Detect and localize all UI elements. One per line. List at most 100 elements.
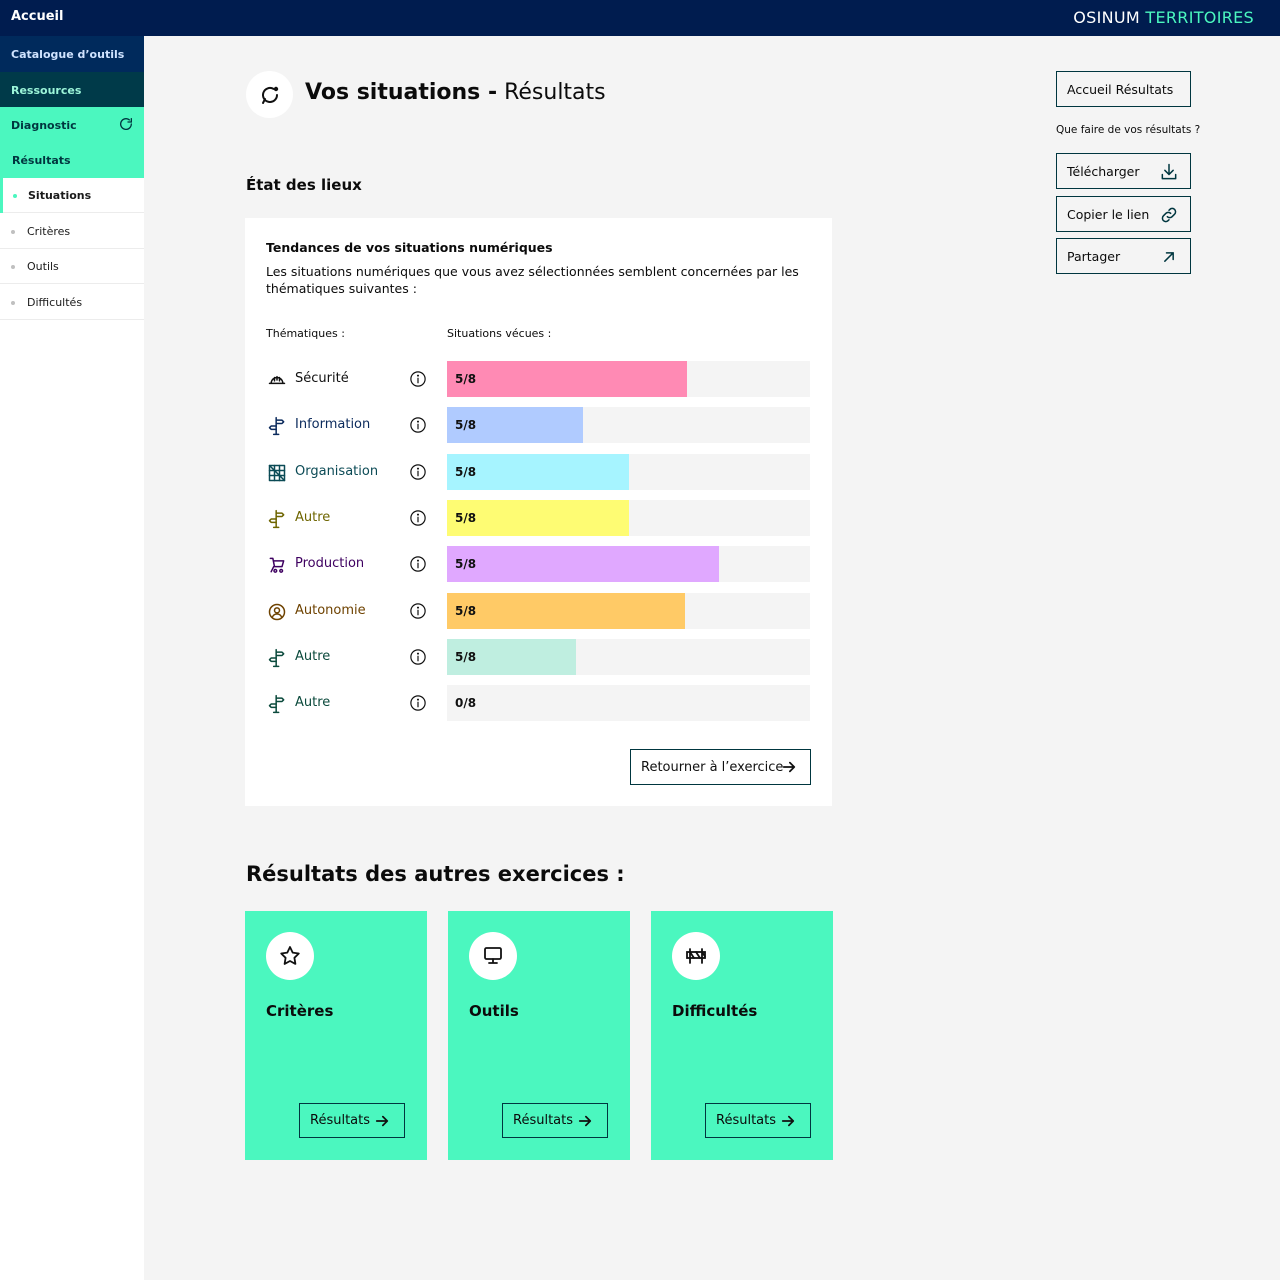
- brand-part2: TERRITOIRES: [1145, 8, 1254, 27]
- bar-value-label: 5/8: [455, 649, 477, 664]
- bar-track: 5/8: [447, 361, 810, 397]
- copy-link-button[interactable]: Copier le lien: [1056, 196, 1191, 232]
- other-results-title: Résultats des autres exercices :: [246, 862, 625, 886]
- info-icon[interactable]: [409, 648, 427, 666]
- results-button-label: Résultats: [716, 1113, 777, 1128]
- user-circle-icon: [268, 603, 286, 620]
- info-icon[interactable]: [409, 416, 427, 434]
- results-button[interactable]: Résultats: [299, 1103, 405, 1138]
- sidebar-subitem-situations[interactable]: Situations: [0, 178, 144, 213]
- result-card-criteres: Critères Résultats: [245, 911, 427, 1160]
- sidebar-item-diagnostic-label: Diagnostic: [11, 118, 77, 132]
- link-icon: [1161, 207, 1177, 223]
- theme-row: Organisation 5/8: [245, 453, 832, 490]
- theme-row: Autonomie 5/8: [245, 592, 832, 629]
- share-button-label: Partager: [1067, 248, 1121, 264]
- download-button[interactable]: Télécharger: [1056, 153, 1191, 189]
- theme-label: Information: [295, 417, 371, 433]
- theme-row: Production 5/8: [245, 546, 832, 583]
- sidebar-item-diagnostic[interactable]: Diagnostic: [0, 107, 144, 143]
- sidebar-subitem-outils[interactable]: Outils: [0, 249, 144, 284]
- sidebar: Catalogue d’outils Ressources Diagnostic…: [0, 36, 144, 1280]
- bar-fill: [447, 453, 629, 490]
- signpost-icon: [268, 648, 285, 667]
- theme-label: Autonomie: [295, 602, 366, 618]
- column-header-situations: Situations vécues :: [447, 327, 552, 340]
- bar-track: 5/8: [447, 546, 810, 583]
- signpost-icon: [268, 695, 285, 714]
- sidebar-item-ressources[interactable]: Ressources: [0, 72, 144, 108]
- arrow-right-icon: [375, 1115, 389, 1127]
- arrow-right-icon: [781, 1115, 795, 1127]
- theme-row: Autre 5/8: [245, 499, 832, 536]
- theme-label: Organisation: [295, 463, 379, 479]
- bullet-icon: [11, 301, 15, 305]
- sidebar-item-resultats[interactable]: Résultats: [0, 142, 144, 178]
- theme-row: Autre 5/8: [245, 638, 832, 675]
- trends-card: Tendances de vos situations numériques L…: [245, 218, 832, 806]
- result-card-label: Difficultés: [672, 1002, 758, 1020]
- info-icon[interactable]: [409, 463, 427, 481]
- result-card-difficultes: Difficultés Résultats: [651, 911, 833, 1160]
- bar-fill: [447, 592, 685, 629]
- refresh-icon[interactable]: [118, 116, 134, 132]
- theme-row: Sécurité 5/8: [245, 361, 832, 397]
- theme-label: Autre: [295, 509, 331, 525]
- bar-value-label: 5/8: [455, 603, 477, 618]
- barrier-icon: [672, 932, 720, 980]
- info-icon[interactable]: [409, 602, 427, 620]
- bar-track: 0/8: [447, 685, 810, 722]
- theme-label: Autre: [295, 648, 331, 664]
- results-button[interactable]: Résultats: [502, 1103, 608, 1138]
- bar-track: 5/8: [447, 453, 810, 490]
- copy-link-button-label: Copier le lien: [1067, 206, 1150, 222]
- sidebar-subitem-difficultes[interactable]: Difficultés: [0, 285, 144, 320]
- bar-track: 5/8: [447, 499, 810, 536]
- theme-label: Production: [295, 556, 365, 572]
- section-title: État des lieux: [246, 176, 362, 194]
- sidebar-item-catalogue[interactable]: Catalogue d’outils: [0, 36, 144, 72]
- info-icon[interactable]: [409, 370, 427, 388]
- bullet-icon: [13, 194, 17, 198]
- results-home-button[interactable]: Accueil Résultats: [1056, 71, 1191, 107]
- bar-fill: [447, 361, 687, 397]
- return-to-exercise-button[interactable]: Retourner à l’exercice: [630, 749, 811, 785]
- results-button[interactable]: Résultats: [705, 1103, 811, 1138]
- bar-value-label: 5/8: [455, 372, 477, 386]
- bar-value-label: 5/8: [455, 418, 477, 433]
- bullet-icon: [11, 230, 15, 234]
- bar-fill: [447, 546, 719, 583]
- share-button[interactable]: Partager: [1056, 238, 1191, 274]
- bar-value-label: 5/8: [455, 557, 477, 572]
- sidebar-subitem-criteres[interactable]: Critères: [0, 214, 144, 249]
- result-card-outils: Outils Résultats: [448, 911, 630, 1160]
- signpost-icon: [268, 509, 285, 528]
- info-icon[interactable]: [409, 555, 427, 573]
- result-card-label: Critères: [266, 1002, 334, 1020]
- sidebar-subitem-label: Difficultés: [27, 295, 83, 309]
- info-icon[interactable]: [409, 509, 427, 527]
- download-button-label: Télécharger: [1067, 163, 1140, 179]
- sidebar-subitem-label: Situations: [28, 188, 92, 202]
- return-button-label: Retourner à l’exercice: [641, 759, 784, 775]
- brand-logo[interactable]: OSINUM TERRITOIRES: [1073, 8, 1254, 27]
- results-help-text: Que faire de vos résultats ?: [1056, 124, 1201, 136]
- helmet-icon: [268, 375, 286, 385]
- page-title-sub: Résultats: [504, 80, 606, 105]
- top-bar: Accueil OSINUM TERRITOIRES: [0, 0, 1280, 36]
- sidebar-subitem-label: Critères: [27, 224, 71, 238]
- result-card-label: Outils: [469, 1002, 519, 1020]
- cart-icon: [269, 557, 285, 574]
- brand-part1: OSINUM: [1073, 8, 1140, 27]
- page-title: Vos situations - Résultats: [305, 80, 606, 105]
- theme-row: Autre 0/8: [245, 685, 832, 722]
- results-button-label: Résultats: [310, 1113, 371, 1128]
- arrow-up-right-icon: [1164, 252, 1174, 262]
- bar-value-label: 5/8: [455, 510, 477, 525]
- home-link[interactable]: Accueil: [11, 9, 64, 24]
- situations-icon: [246, 71, 293, 118]
- download-icon: [1161, 163, 1177, 180]
- info-icon[interactable]: [409, 694, 427, 712]
- bar-fill: [447, 638, 576, 675]
- bar-track: 5/8: [447, 638, 810, 675]
